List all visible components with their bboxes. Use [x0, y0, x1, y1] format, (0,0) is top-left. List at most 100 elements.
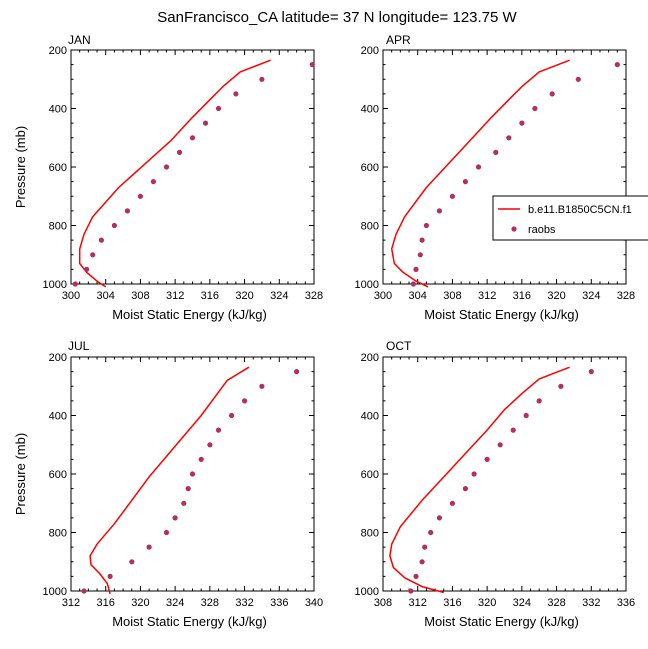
raobs-point [107, 573, 113, 580]
plot-frame-oct [382, 356, 627, 592]
y-tick-label: 200 [361, 352, 379, 364]
panels-container: JAN 300 304 308 312 316 320 324 328 200 400 600 800 1… [13, 33, 635, 629]
raobs-point [81, 588, 87, 594]
raobs-point [497, 442, 503, 448]
raobs-point [129, 559, 135, 565]
x-tick-label: 324 [513, 597, 531, 609]
y-tick-label: 1000 [43, 279, 67, 291]
plot-frame-jan [70, 49, 315, 285]
raobs-point [111, 222, 117, 229]
raobs-point [146, 544, 152, 550]
x-tick-label: 316 [443, 597, 461, 609]
raobs-point [413, 573, 419, 580]
x-tick-label: 320 [478, 597, 496, 609]
x-tick-label: 312 [166, 290, 184, 302]
x-tick-label: 308 [374, 597, 392, 609]
raobs-point [259, 383, 265, 389]
legend-model-label: b.e11.B1850C5CN.f1 [528, 204, 632, 216]
raobs-point [202, 120, 209, 126]
raobs-point [72, 281, 78, 287]
x-tick-label: 324 [270, 290, 288, 302]
raobs-point [436, 208, 442, 214]
raobs-point [523, 412, 529, 419]
x-tick-label: 332 [235, 597, 253, 609]
raobs-point [198, 456, 204, 462]
raobs-point [417, 252, 423, 258]
raobs-point [229, 412, 235, 419]
raobs-point [493, 149, 499, 155]
raobs-point [449, 500, 455, 506]
raobs-point [413, 266, 419, 272]
x-tick-label: 300 [374, 290, 392, 302]
x-tick-label: 320 [235, 290, 253, 302]
legend-box [492, 195, 648, 241]
raobs-point [575, 76, 581, 82]
raobs-point [410, 281, 416, 287]
raobs-point [614, 62, 620, 68]
x-tick-label: 320 [547, 290, 565, 302]
raobs-point [532, 105, 538, 112]
y-tick-label: 1000 [43, 586, 67, 598]
legend-raobs-swatch [511, 226, 517, 232]
raobs-point [176, 149, 183, 155]
x-tick-label: 336 [270, 597, 288, 609]
raobs-point [150, 179, 156, 185]
y-tick-label: 1000 [355, 279, 379, 291]
legend-raobs-label: raobs [528, 224, 556, 236]
y-tick-label: 800 [361, 221, 379, 233]
raobs-point [189, 471, 196, 477]
y-tick-label: 600 [49, 162, 67, 174]
x-tick-label: 328 [201, 597, 219, 609]
raobs-point [558, 383, 564, 389]
raobs-point [588, 369, 594, 375]
y-tick-label: 400 [361, 104, 379, 116]
y-tick-label: 600 [49, 469, 67, 481]
x-axis-label-jul: Moist Static Energy (kJ/kg) [112, 614, 267, 629]
y-tick-label: 1000 [355, 586, 379, 598]
y-tick-label: 800 [49, 528, 67, 540]
raobs-point [189, 135, 196, 141]
y-tick-label: 800 [361, 528, 379, 540]
x-tick-label: 328 [305, 290, 323, 302]
raobs-point [90, 252, 96, 258]
x-tick-label: 332 [582, 597, 600, 609]
raobs-point [207, 442, 213, 448]
raobs-point [215, 427, 222, 433]
figure-title: SanFrancisco_CA latitude= 37 N longitude… [157, 9, 517, 26]
plot-frame-apr [382, 49, 627, 285]
raobs-point [84, 266, 90, 272]
x-tick-label: 304 [409, 290, 427, 302]
y-tick-label: 200 [49, 45, 67, 57]
panel-oct: OCT 308 312 316 320 324 328 332 336 200 400 600 800 1… [355, 339, 636, 629]
raobs-point [163, 164, 170, 170]
panel-jul: JUL 312 316 320 324 328 332 336 340 200 400 600 800 1… [13, 339, 323, 629]
y-tick-label: 600 [361, 162, 379, 174]
raobs-point [172, 515, 178, 521]
raobs-point [506, 135, 512, 141]
x-tick-label: 336 [617, 597, 635, 609]
raobs-point [510, 427, 516, 433]
x-tick-label: 308 [443, 290, 461, 302]
x-tick-label: 308 [131, 290, 149, 302]
x-tick-label: 316 [201, 290, 219, 302]
x-tick-label: 312 [62, 597, 80, 609]
y-tick-label: 800 [49, 221, 67, 233]
x-tick-label: 316 [513, 290, 531, 302]
y-axis-label-jul: Pressure (mb) [13, 433, 28, 515]
panel-apr: APR 300 304 308 312 316 320 324 328 200 400 600 800 1… [355, 33, 636, 322]
legend: b.e11.B1850C5CN.f1 raobs [492, 195, 648, 241]
raobs-point [419, 559, 425, 565]
x-axis-label-jan: Moist Static Energy (kJ/kg) [112, 307, 267, 322]
panel-jan: JAN 300 304 308 312 316 320 324 328 200 400 600 800 1… [13, 33, 323, 322]
raobs-point [519, 120, 525, 126]
x-tick-label: 328 [617, 290, 635, 302]
y-tick-label: 600 [361, 469, 379, 481]
raobs-point [242, 398, 248, 404]
panel-label-oct: OCT [386, 339, 412, 353]
x-tick-label: 304 [97, 290, 115, 302]
raobs-point [471, 471, 477, 477]
raobs-point [124, 208, 130, 214]
raobs-point [462, 179, 468, 185]
x-tick-label: 324 [166, 597, 184, 609]
panel-label-apr: APR [386, 33, 411, 47]
